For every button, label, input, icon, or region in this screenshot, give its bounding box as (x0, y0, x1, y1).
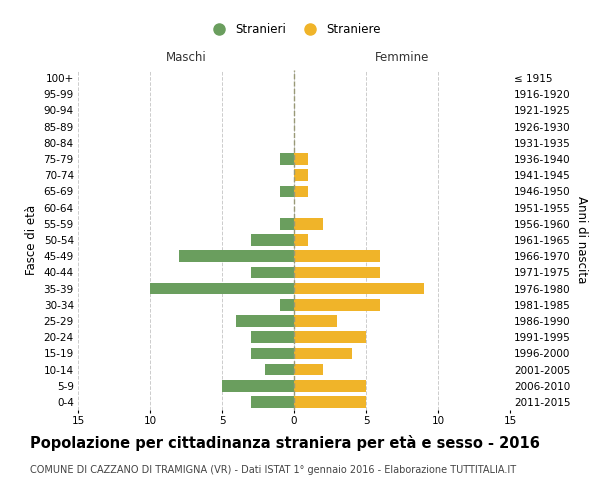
Bar (150, 282, 294, 294)
Text: COMUNE DI CAZZANO DI TRAMIGNA (VR) - Dati ISTAT 1° gennaio 2016 - Elaborazione T: COMUNE DI CAZZANO DI TRAMIGNA (VR) - Dat… (30, 465, 516, 475)
Bar (294, 234, 308, 246)
Bar (294, 250, 380, 262)
Bar (294, 218, 323, 230)
Bar (294, 153, 308, 165)
Bar (280, 218, 294, 230)
Bar (236, 315, 294, 327)
Y-axis label: Anni di nascita: Anni di nascita (575, 196, 587, 284)
Y-axis label: Fasce di età: Fasce di età (25, 205, 38, 275)
Bar (294, 186, 308, 198)
Bar (294, 282, 424, 294)
Bar (294, 364, 323, 376)
Bar (251, 266, 294, 278)
Bar (280, 299, 294, 310)
Bar (251, 234, 294, 246)
Bar (294, 266, 380, 278)
Bar (179, 250, 294, 262)
Bar (294, 315, 337, 327)
Bar (265, 364, 294, 376)
Bar (294, 170, 308, 181)
Text: Maschi: Maschi (166, 51, 206, 64)
Bar (294, 396, 366, 407)
Bar (294, 348, 352, 359)
Bar (294, 332, 366, 343)
Bar (251, 332, 294, 343)
Text: Femmine: Femmine (375, 51, 429, 64)
Bar (251, 396, 294, 407)
Bar (280, 186, 294, 198)
Text: Popolazione per cittadinanza straniera per età e sesso - 2016: Popolazione per cittadinanza straniera p… (30, 435, 540, 451)
Legend: Stranieri, Straniere: Stranieri, Straniere (202, 18, 386, 40)
Bar (294, 380, 366, 392)
Bar (294, 299, 380, 310)
Bar (222, 380, 294, 392)
Bar (280, 153, 294, 165)
Bar (251, 348, 294, 359)
